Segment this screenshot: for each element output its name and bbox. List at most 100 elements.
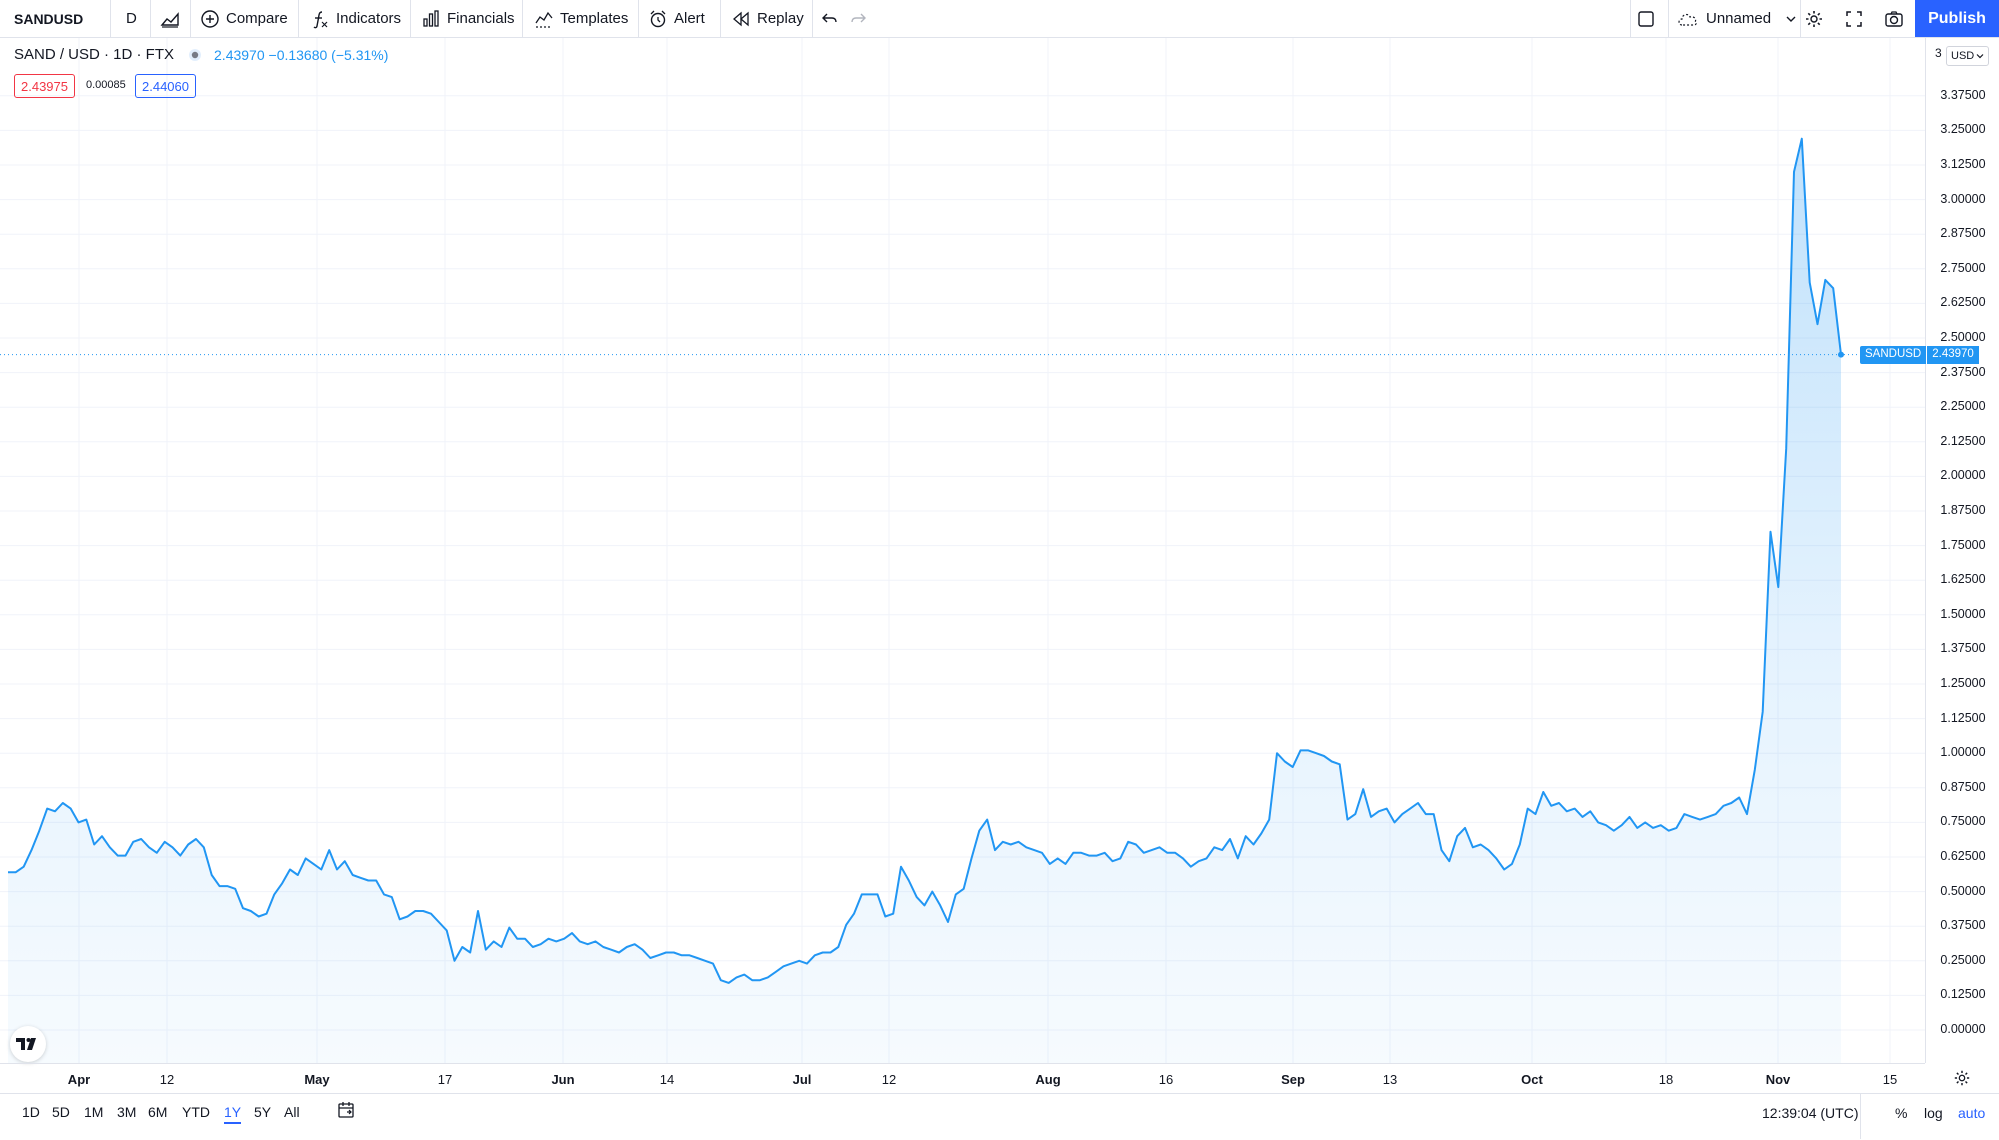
time-tick-label: 16: [1158, 1072, 1174, 1087]
replay-button[interactable]: Replay: [731, 0, 804, 37]
range-button-1m[interactable]: 1M: [84, 1104, 104, 1120]
price-tick-label: 3.00000: [1940, 191, 1986, 206]
price-tick-label: 2.87500: [1940, 226, 1986, 241]
indicators-button[interactable]: Indicators: [310, 0, 401, 37]
price-axis-top-label: 3: [1935, 46, 1942, 60]
legend-change: 2.43970 −0.13680 (−5.31%): [214, 46, 389, 63]
go-to-date-button[interactable]: [336, 1100, 356, 1125]
price-tick-label: 0.37500: [1940, 918, 1986, 933]
camera-icon: [1885, 10, 1903, 27]
time-tick-label: Jun: [551, 1072, 575, 1087]
axis-settings-button[interactable]: [1953, 1069, 1971, 1092]
toolbar-divider: [410, 0, 411, 37]
percent-scale-toggle[interactable]: %: [1895, 1105, 1908, 1121]
price-tick-label: 1.87500: [1940, 503, 1986, 517]
undo-button[interactable]: [820, 0, 840, 37]
price-tick-label: 1.25000: [1940, 676, 1986, 690]
publish-button[interactable]: Publish: [1915, 0, 1999, 37]
redo-button[interactable]: [848, 0, 868, 37]
toolbar-divider: [812, 0, 813, 37]
fullscreen-toggle-button[interactable]: [1636, 0, 1656, 37]
last-price-symbol: SANDUSD: [1860, 345, 1927, 364]
fullscreen-button[interactable]: [1844, 0, 1864, 37]
price-tick-label: 0.75000: [1940, 814, 1986, 829]
chart-type-button[interactable]: [160, 0, 180, 37]
alert-label: Alert: [674, 10, 705, 27]
range-button-3m[interactable]: 3M: [117, 1104, 137, 1120]
time-tick-label: 17: [437, 1072, 453, 1087]
currency-label: USD: [1951, 50, 1975, 62]
redo-icon: [851, 13, 866, 22]
spread-value: 0.00085: [86, 79, 126, 91]
top-toolbar: SANDUSD D Compare Indicators Financials …: [0, 0, 1999, 38]
chevron-down-icon: [1976, 54, 1984, 59]
gear-icon: [1806, 10, 1822, 27]
toolbar-divider: [298, 0, 299, 37]
utc-clock[interactable]: 12:39:04 (UTC): [1762, 1105, 1859, 1121]
toolbar-divider: [720, 0, 721, 37]
time-tick-label: May: [304, 1072, 330, 1087]
toolbar-divider: [1630, 0, 1631, 37]
range-button-1y[interactable]: 1Y: [224, 1104, 242, 1124]
price-chart[interactable]: [0, 38, 1925, 1063]
ask-price-box[interactable]: 2.44060: [135, 74, 196, 98]
price-tick-label: 0.25000: [1940, 952, 1986, 967]
chart-settings-button[interactable]: [1804, 0, 1824, 37]
legend-title[interactable]: SAND / USD · 1D · FTX: [14, 46, 175, 63]
ask-price: 2.44060: [142, 78, 189, 94]
toolbar-divider: [638, 0, 639, 37]
price-tick-label: 0.50000: [1940, 883, 1986, 898]
log-scale-toggle[interactable]: log: [1924, 1105, 1943, 1121]
time-tick-label: 12: [881, 1072, 897, 1087]
price-area-fill: [8, 138, 1841, 1063]
price-tick-label: 1.00000: [1940, 745, 1986, 760]
time-tick-label: 13: [1382, 1072, 1398, 1087]
price-tick-label: 3.12500: [1940, 157, 1986, 171]
gear-icon: [1954, 1070, 1970, 1086]
price-axis[interactable]: [1925, 38, 1999, 1063]
layout-menu-button[interactable]: Unnamed: [1676, 0, 1797, 37]
range-button-5y[interactable]: 5Y: [254, 1104, 272, 1120]
symbol-search-button[interactable]: SANDUSD: [14, 0, 83, 37]
plus-circle-icon: [201, 9, 219, 28]
financials-button[interactable]: Financials: [421, 0, 515, 37]
range-button-all[interactable]: All: [284, 1104, 300, 1120]
range-button-ytd[interactable]: YTD: [182, 1104, 210, 1120]
price-tick-label: 1.50000: [1940, 606, 1986, 621]
expand-icon: [1846, 10, 1862, 27]
symbol-label: SANDUSD: [14, 10, 84, 27]
range-button-6m[interactable]: 6M: [148, 1104, 168, 1120]
chart-grid: [0, 38, 1925, 1063]
calendar-icon: [338, 1102, 354, 1118]
price-tick-label: 2.75000: [1940, 260, 1986, 275]
price-tick-label: 2.00000: [1940, 468, 1986, 483]
range-button-1d[interactable]: 1D: [22, 1104, 40, 1120]
bar-chart-icon: [423, 9, 439, 27]
time-tick-label: Sep: [1281, 1072, 1305, 1087]
time-tick-label: Apr: [67, 1072, 91, 1087]
compare-button[interactable]: Compare: [200, 0, 288, 37]
auto-scale-toggle[interactable]: auto: [1958, 1105, 1986, 1121]
price-tick-label: 2.37500: [1940, 364, 1986, 379]
tradingview-logo[interactable]: [10, 1026, 46, 1062]
templates-icon: [535, 11, 553, 28]
price-tick-label: 3.25000: [1940, 122, 1986, 137]
toolbar-divider: [1668, 0, 1669, 37]
function-icon: [313, 10, 328, 28]
undo-icon: [822, 13, 837, 22]
rewind-icon: [733, 11, 749, 26]
alert-button[interactable]: Alert: [648, 0, 705, 37]
price-tick-label: 1.62500: [1940, 572, 1986, 587]
time-tick-label: 14: [659, 1072, 675, 1087]
range-button-5d[interactable]: 5D: [52, 1104, 70, 1120]
time-tick-label: Nov: [1765, 1072, 1791, 1087]
bid-price-box[interactable]: 2.43975: [14, 74, 75, 98]
templates-button[interactable]: Templates: [534, 0, 628, 37]
cloud-icon: [1678, 13, 1697, 26]
currency-selector[interactable]: USD: [1946, 46, 1990, 66]
time-tick-label: 12: [159, 1072, 175, 1087]
interval-button[interactable]: D: [126, 0, 137, 37]
price-tick-label: 1.37500: [1940, 641, 1986, 656]
price-tick-label: 0.12500: [1940, 987, 1986, 1002]
snapshot-button[interactable]: [1884, 0, 1904, 37]
